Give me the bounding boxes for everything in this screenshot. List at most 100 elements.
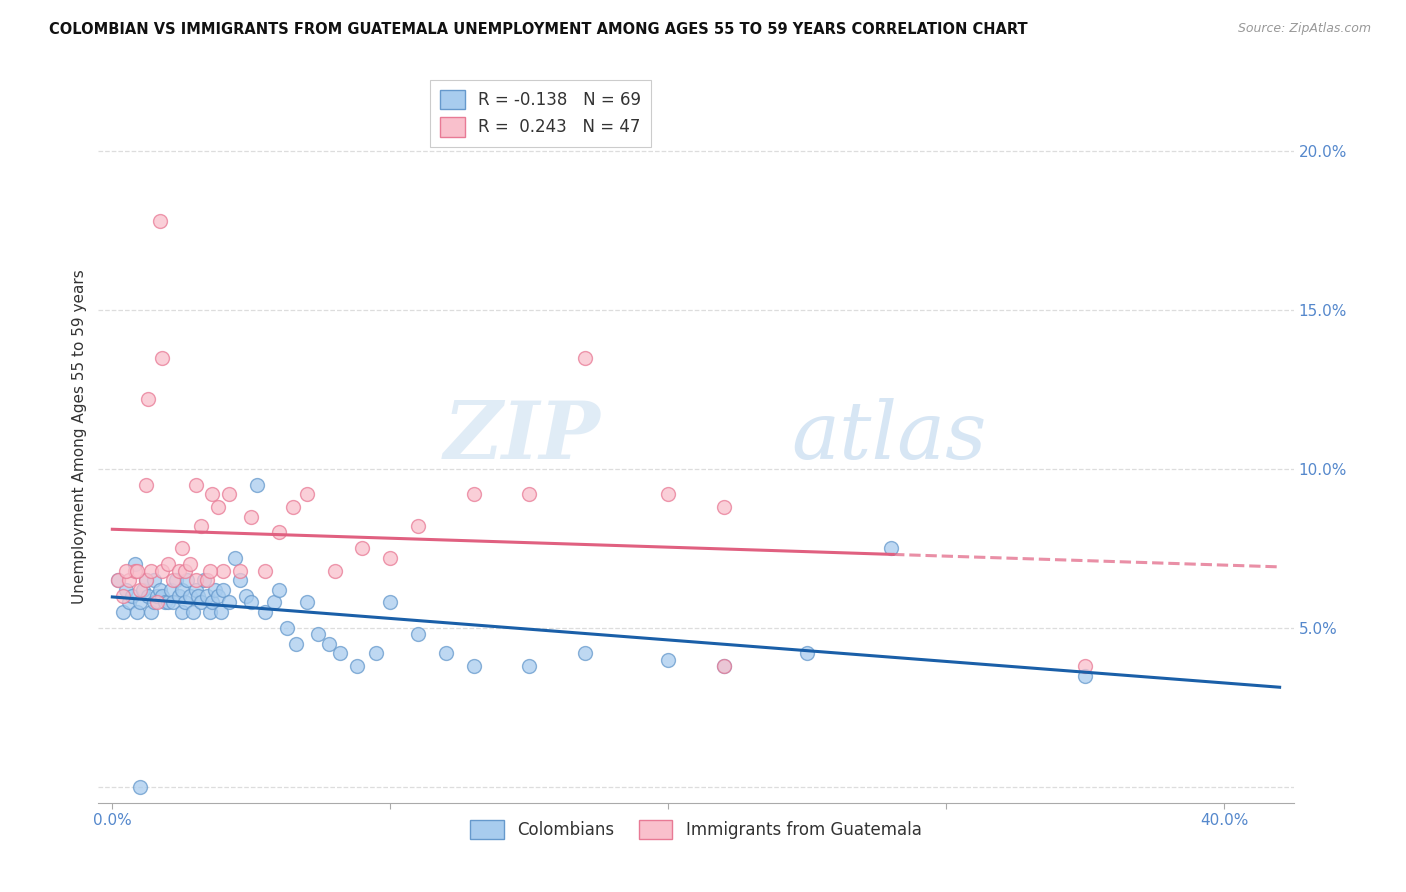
Point <box>198 564 221 578</box>
Point <box>176 573 198 587</box>
Point <box>434 646 457 660</box>
Point <box>181 605 204 619</box>
Point <box>146 595 169 609</box>
Point <box>212 564 235 578</box>
Point <box>173 564 195 578</box>
Point <box>148 214 170 228</box>
Point <box>170 541 193 556</box>
Point <box>713 500 735 514</box>
Point <box>167 564 190 578</box>
Point <box>212 582 235 597</box>
Point <box>148 582 170 597</box>
Point <box>143 573 166 587</box>
Point <box>127 564 149 578</box>
Point <box>295 487 318 501</box>
Point <box>138 392 160 406</box>
Y-axis label: Unemployment Among Ages 55 to 59 years: Unemployment Among Ages 55 to 59 years <box>72 269 87 605</box>
Point <box>366 646 388 660</box>
Point <box>150 351 173 365</box>
Point <box>380 595 402 609</box>
Point <box>267 582 290 597</box>
Point <box>153 595 176 609</box>
Point <box>240 595 263 609</box>
Point <box>281 500 304 514</box>
Point <box>574 646 596 660</box>
Point <box>517 487 540 501</box>
Point <box>201 487 224 501</box>
Point <box>307 627 329 641</box>
Point <box>207 500 229 514</box>
Point <box>173 595 195 609</box>
Text: ZIP: ZIP <box>443 399 600 475</box>
Point <box>143 595 166 609</box>
Point <box>132 582 155 597</box>
Point <box>187 589 209 603</box>
Point <box>167 589 190 603</box>
Point <box>463 487 485 501</box>
Point <box>156 558 179 572</box>
Point <box>209 605 232 619</box>
Point <box>138 589 160 603</box>
Point <box>657 653 679 667</box>
Point <box>240 509 263 524</box>
Point <box>129 780 152 794</box>
Point <box>276 621 298 635</box>
Text: atlas: atlas <box>792 399 987 475</box>
Point <box>184 477 207 491</box>
Point <box>118 573 141 587</box>
Point <box>159 582 181 597</box>
Point <box>170 582 193 597</box>
Point <box>201 595 224 609</box>
Point <box>184 573 207 587</box>
Point <box>517 659 540 673</box>
Point <box>150 589 173 603</box>
Point <box>127 605 149 619</box>
Point <box>229 564 252 578</box>
Point <box>263 595 285 609</box>
Point <box>713 659 735 673</box>
Point <box>135 573 157 587</box>
Point <box>124 558 146 572</box>
Point <box>156 595 179 609</box>
Point <box>135 477 157 491</box>
Text: COLOMBIAN VS IMMIGRANTS FROM GUATEMALA UNEMPLOYMENT AMONG AGES 55 TO 59 YEARS CO: COLOMBIAN VS IMMIGRANTS FROM GUATEMALA U… <box>49 22 1028 37</box>
Point <box>118 595 141 609</box>
Legend: Colombians, Immigrants from Guatemala: Colombians, Immigrants from Guatemala <box>464 814 928 846</box>
Point <box>318 637 340 651</box>
Point <box>195 589 218 603</box>
Point <box>218 487 240 501</box>
Point <box>204 582 226 597</box>
Point <box>218 595 240 609</box>
Point <box>124 564 146 578</box>
Point <box>141 564 163 578</box>
Point <box>224 550 246 565</box>
Point <box>179 558 201 572</box>
Point <box>380 550 402 565</box>
Point <box>267 525 290 540</box>
Point <box>254 564 277 578</box>
Text: Source: ZipAtlas.com: Source: ZipAtlas.com <box>1237 22 1371 36</box>
Point <box>129 595 152 609</box>
Point <box>146 589 169 603</box>
Point <box>195 573 218 587</box>
Point <box>150 564 173 578</box>
Point <box>406 627 429 641</box>
Point <box>1074 668 1097 682</box>
Point <box>190 519 212 533</box>
Point <box>141 605 163 619</box>
Point <box>713 659 735 673</box>
Point <box>198 605 221 619</box>
Point <box>329 646 352 660</box>
Point <box>346 659 368 673</box>
Point <box>135 573 157 587</box>
Point <box>246 477 269 491</box>
Point <box>193 573 215 587</box>
Point <box>115 582 138 597</box>
Point <box>121 589 143 603</box>
Point <box>162 573 184 587</box>
Point <box>165 573 187 587</box>
Point <box>129 582 152 597</box>
Point <box>190 595 212 609</box>
Point <box>235 589 257 603</box>
Point <box>1074 659 1097 673</box>
